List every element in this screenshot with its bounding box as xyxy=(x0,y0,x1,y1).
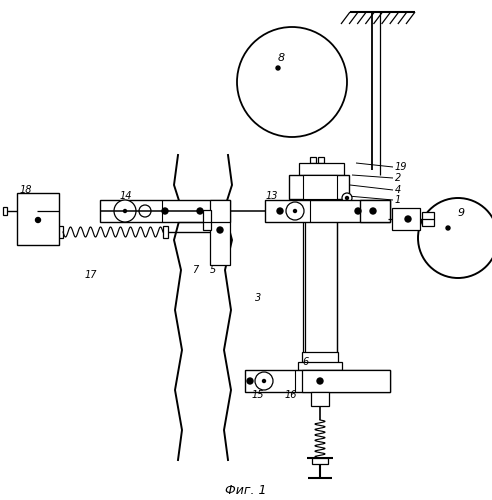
Bar xyxy=(203,210,211,230)
Text: 3: 3 xyxy=(255,293,261,303)
Circle shape xyxy=(255,372,273,390)
Bar xyxy=(302,370,390,392)
Bar xyxy=(305,220,337,355)
Bar xyxy=(265,200,390,222)
Bar xyxy=(360,200,390,222)
Circle shape xyxy=(276,66,280,70)
Circle shape xyxy=(317,378,323,384)
Circle shape xyxy=(342,193,352,203)
Bar xyxy=(289,175,349,199)
Bar xyxy=(210,200,230,265)
Bar xyxy=(298,362,342,370)
Text: 2: 2 xyxy=(395,173,401,183)
Bar xyxy=(303,175,337,199)
Circle shape xyxy=(446,226,450,230)
Circle shape xyxy=(355,208,361,214)
Circle shape xyxy=(139,205,151,217)
Bar xyxy=(310,157,316,163)
Circle shape xyxy=(162,208,168,214)
Bar xyxy=(58,226,63,238)
Circle shape xyxy=(418,198,492,278)
Bar xyxy=(245,370,390,392)
Text: Фиг. 1: Фиг. 1 xyxy=(225,484,267,496)
Circle shape xyxy=(197,208,203,214)
Text: 18: 18 xyxy=(20,185,32,195)
Text: 14: 14 xyxy=(120,191,132,201)
Bar xyxy=(422,212,434,226)
Circle shape xyxy=(35,218,40,222)
Bar xyxy=(318,157,324,163)
Circle shape xyxy=(370,208,376,214)
Circle shape xyxy=(247,378,253,384)
Circle shape xyxy=(294,210,297,212)
Text: 7: 7 xyxy=(192,265,198,275)
Bar xyxy=(311,392,329,406)
Text: 9: 9 xyxy=(458,208,465,218)
Bar xyxy=(299,163,344,175)
Circle shape xyxy=(123,210,126,212)
Text: 8: 8 xyxy=(278,53,285,63)
Text: 6: 6 xyxy=(302,357,308,367)
Text: 13: 13 xyxy=(266,191,278,201)
Bar xyxy=(100,200,230,222)
Text: 16: 16 xyxy=(285,390,298,400)
Circle shape xyxy=(345,196,348,200)
Text: 17: 17 xyxy=(85,270,97,280)
Text: 1: 1 xyxy=(395,195,401,205)
Text: 4: 4 xyxy=(395,185,401,195)
Text: 5: 5 xyxy=(210,265,216,275)
Circle shape xyxy=(217,227,223,233)
Bar xyxy=(305,220,337,355)
Circle shape xyxy=(286,202,304,220)
Bar xyxy=(392,208,420,230)
Bar xyxy=(302,352,338,364)
Circle shape xyxy=(277,208,283,214)
Text: 15: 15 xyxy=(252,390,265,400)
Bar xyxy=(163,226,168,238)
Bar xyxy=(312,458,328,464)
Circle shape xyxy=(114,200,136,222)
Text: 19: 19 xyxy=(395,162,407,172)
Bar xyxy=(17,193,59,245)
Circle shape xyxy=(237,27,347,137)
Bar xyxy=(3,207,7,215)
Circle shape xyxy=(263,380,266,382)
Circle shape xyxy=(405,216,411,222)
